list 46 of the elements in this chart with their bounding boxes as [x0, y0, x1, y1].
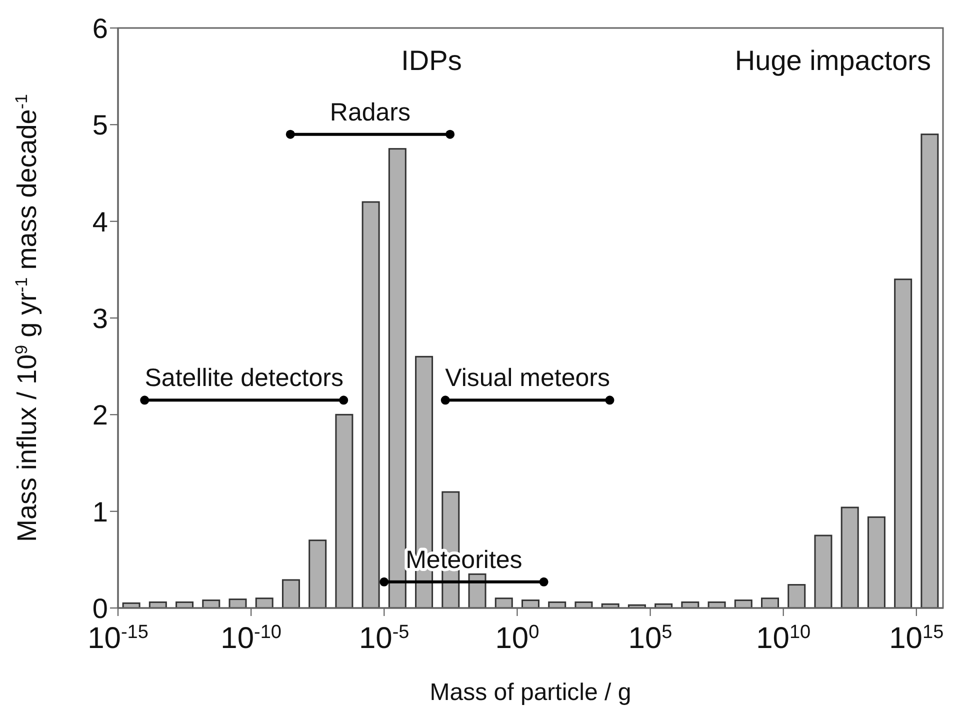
bar: [788, 584, 806, 608]
series-label: Satellite detectors: [144, 364, 344, 392]
y-tick-label: 1: [92, 496, 108, 528]
annotation: IDPs: [401, 45, 462, 76]
y-tick-label: 0: [92, 592, 108, 624]
y-tick-label: 2: [92, 400, 108, 431]
y-tick-label: 6: [92, 12, 108, 44]
bar: [681, 601, 700, 608]
x-tick-label: 10$^{15}$: [889, 622, 944, 655]
bar: [708, 601, 726, 608]
bar: [521, 600, 540, 608]
x-axis-title: Mass of particle / g: [430, 679, 632, 706]
bar: [494, 598, 513, 608]
bar: [548, 601, 566, 608]
bar: [282, 579, 300, 608]
y-tick-label: 3: [92, 302, 108, 334]
bar: [388, 148, 406, 608]
x-tick-label: 10$^{-10}$: [220, 622, 282, 655]
x-tick-label: 10$^{-5}$: [358, 622, 410, 655]
bar: [202, 600, 220, 608]
bar: [176, 601, 194, 608]
bar: [468, 573, 486, 608]
x-tick-label: 10$^{5}$: [628, 622, 672, 655]
bar: [761, 598, 780, 608]
bar: [920, 134, 939, 608]
bar: [574, 601, 593, 608]
bar: [734, 600, 752, 608]
bar: [122, 602, 140, 608]
series-label: Radars: [330, 98, 411, 126]
x-tick-label: 10$^{-15}$: [88, 622, 148, 655]
bar: [362, 201, 380, 608]
bar: [308, 540, 327, 608]
y-tick-label: 4: [92, 206, 108, 238]
bar: [814, 534, 832, 608]
annotation: Huge impactors: [734, 45, 931, 76]
bar: [840, 506, 859, 608]
bar: [228, 598, 247, 608]
series-label: Visual meteors: [445, 364, 610, 392]
bar: [335, 414, 354, 608]
x-tick-label: 10$^{10}$: [756, 622, 811, 655]
x-tick-label: 10$^{0}$: [495, 622, 540, 655]
bar: [867, 516, 886, 608]
bar: [148, 601, 167, 608]
bar: [894, 278, 912, 608]
bar: [255, 598, 274, 608]
y-tick-label: 5: [92, 110, 108, 141]
